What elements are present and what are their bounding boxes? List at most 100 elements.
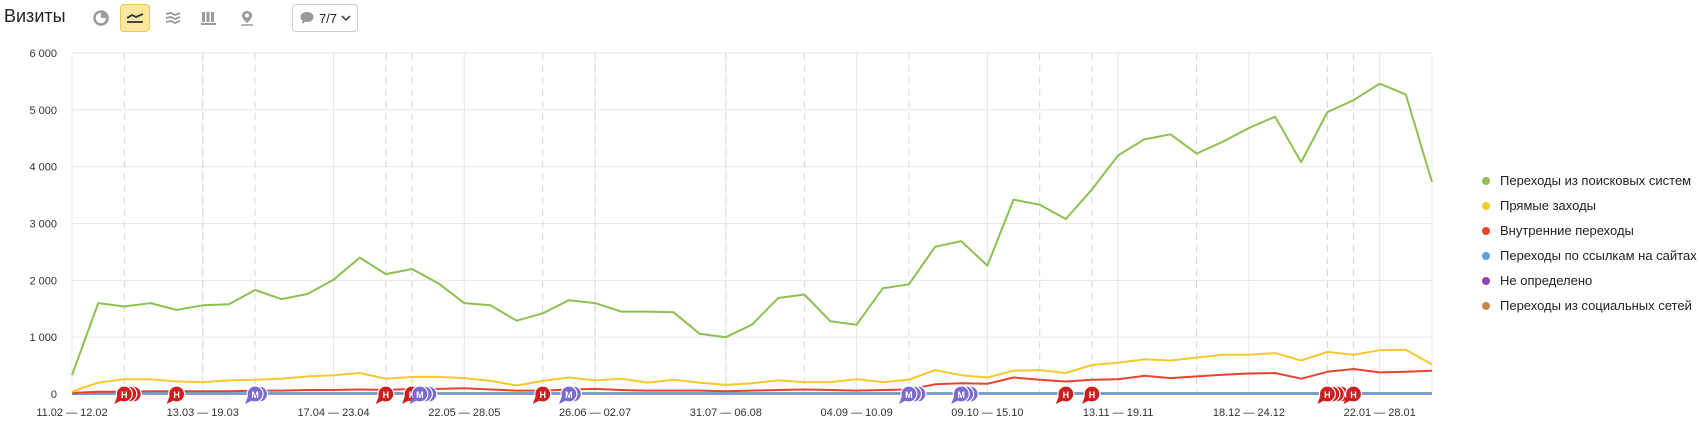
annotation-marker[interactable]: М (898, 385, 927, 404)
annotation-marker[interactable]: М (409, 385, 438, 404)
notes-count: 7/7 (318, 10, 338, 26)
x-tick-label: 04.09 — 10.09 (821, 407, 893, 419)
annotation-tail (1055, 396, 1064, 404)
x-tick-label: 09.10 — 15.10 (951, 407, 1023, 419)
annotation-tail (114, 396, 123, 404)
annotation-letter: М (957, 390, 965, 400)
annotation-letter: Н (1324, 390, 1331, 400)
y-tick-label: 6 000 (29, 48, 57, 60)
line-chart-button[interactable] (120, 4, 150, 32)
annotation-marker[interactable]: М (558, 385, 583, 404)
chart-legend: Переходы из поисковых систем Прямые заход… (1482, 168, 1697, 318)
annotation-letter: М (905, 390, 913, 400)
legend-dot (1482, 276, 1490, 285)
notes-filter-button[interactable]: 7/7 (292, 4, 358, 32)
annotation-tail (409, 396, 418, 404)
legend-dot (1482, 301, 1490, 310)
annotation-marker[interactable]: Н (1055, 385, 1075, 404)
y-tick-label: 1 000 (29, 332, 57, 344)
x-tick-label: 13.03 — 19.03 (167, 407, 239, 419)
annotation-bubble (377, 385, 395, 403)
annotation-tail (898, 396, 907, 404)
annotation-tail (951, 396, 960, 404)
pie-chart-icon (93, 10, 109, 26)
x-tick-label: 26.06 — 02.07 (559, 407, 631, 419)
bar-chart-button[interactable] (194, 4, 224, 32)
y-tick-label: 5 000 (29, 105, 57, 117)
annotation-marker[interactable]: Н (1343, 385, 1363, 404)
annotation-tail (1082, 396, 1090, 404)
annotation-bubble (900, 385, 918, 403)
annotation-tail (1317, 396, 1326, 404)
annotation-tail (1343, 396, 1352, 404)
legend-item[interactable]: Переходы из поисковых систем (1482, 168, 1697, 193)
legend-item[interactable]: Переходы по ссылкам на сайтах (1482, 243, 1697, 268)
y-tick-label: 4 000 (29, 162, 57, 174)
chart-title: Визиты (4, 6, 66, 26)
comment-icon (300, 12, 314, 24)
pie-chart-button[interactable] (86, 4, 116, 32)
annotation-bubble (1318, 385, 1336, 403)
annotation-letter: Н (383, 390, 390, 400)
x-tick-label: 22.01 — 28.01 (1344, 407, 1416, 419)
annotation-marker[interactable]: Н (1082, 385, 1101, 404)
annotation-letter: Н (540, 390, 547, 400)
annotation-tail (375, 396, 384, 404)
series-line (71, 82, 1433, 376)
annotation-letter: Н (1089, 390, 1096, 400)
legend-label: Переходы из социальных сетей (1500, 298, 1692, 313)
y-tick-label: 2 000 (29, 275, 57, 287)
annotation-tail (532, 396, 541, 404)
legend-dot (1482, 251, 1490, 260)
legend-dot (1482, 176, 1490, 185)
annotation-bubble (1057, 385, 1075, 403)
annotation-letter: М (565, 390, 573, 400)
x-tick-label: 22.05 — 28.05 (428, 407, 500, 419)
legend-item[interactable]: Не определено (1482, 268, 1697, 293)
annotation-marker[interactable]: Н (166, 385, 186, 404)
legend-dot (1482, 201, 1490, 210)
annotation-letter: М (251, 390, 259, 400)
annotation-letter: Н (1350, 390, 1357, 400)
x-tick-label: 13.11 — 19.11 (1083, 407, 1154, 419)
annotation-tail (245, 396, 254, 404)
annotation-bubble (246, 385, 264, 403)
chevron-down-icon (341, 15, 351, 22)
annotation-bubble (1344, 385, 1363, 403)
annotation-marker[interactable]: Н (114, 385, 142, 404)
annotation-letter: М (416, 390, 424, 400)
area-chart-icon (165, 12, 181, 24)
annotation-marker[interactable]: Н (532, 385, 552, 404)
line-chart-icon (126, 13, 144, 23)
legend-item[interactable]: Переходы из социальных сетей (1482, 293, 1697, 318)
annotation-marker[interactable]: Н (375, 385, 395, 404)
legend-label: Не определено (1500, 273, 1593, 288)
annotation-bubble (1083, 385, 1101, 403)
annotation-tail (558, 396, 567, 404)
annotation-letter: Н (121, 390, 128, 400)
chart-toolbar: Визиты (0, 0, 800, 36)
x-tick-label: 18.12 — 24.12 (1213, 407, 1285, 419)
x-tick-label: 31.07 — 06.08 (690, 407, 762, 419)
legend-label: Переходы по ссылкам на сайтах (1500, 248, 1697, 263)
annotation-letter: Н (173, 390, 180, 400)
annotation-letter: Н (1063, 390, 1070, 400)
legend-label: Переходы из поисковых систем (1500, 173, 1692, 188)
legend-item[interactable]: Внутренние переходы (1482, 218, 1697, 243)
series-line (71, 348, 1433, 393)
annotation-bubble (115, 385, 133, 403)
map-pin-icon (241, 11, 253, 26)
area-chart-button[interactable] (158, 4, 188, 32)
map-chart-button[interactable] (232, 4, 262, 32)
annotation-marker[interactable]: М (245, 385, 269, 404)
annotation-tail (402, 396, 410, 404)
annotation-marker[interactable]: Н (1317, 385, 1350, 404)
x-tick-label: 11.02 — 12.02 (36, 407, 107, 419)
annotation-bubble (952, 385, 970, 403)
annotation-marker[interactable]: М (951, 385, 979, 404)
annotation-tail (166, 396, 175, 404)
legend-label: Прямые заходы (1500, 198, 1597, 213)
series-line (71, 368, 1433, 394)
legend-item[interactable]: Прямые заходы (1482, 193, 1697, 218)
y-tick-label: 3 000 (29, 219, 57, 231)
